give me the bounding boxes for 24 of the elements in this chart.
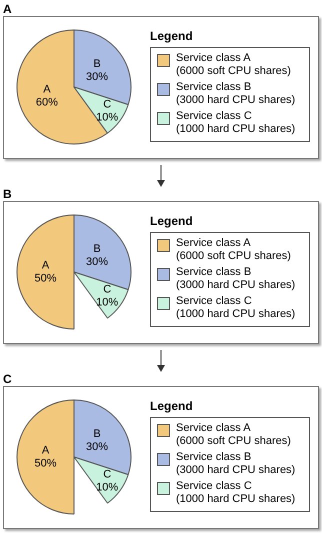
legend-label: Service class B (3000 hard CPU shares): [176, 266, 296, 292]
data-label: C 10%: [96, 98, 118, 124]
data-label: B 30%: [86, 58, 108, 83]
chart-title: B: [3, 187, 13, 201]
legend-title: Legend: [150, 399, 194, 413]
chart-title: C: [3, 372, 13, 386]
legend-title: Legend: [150, 214, 194, 228]
data-label: B 30%: [86, 428, 108, 453]
legend-label: Service class C (1000 hard CPU shares): [176, 110, 296, 136]
legend-label: Service class B (3000 hard CPU shares): [176, 451, 296, 477]
legend-title: Legend: [150, 29, 194, 43]
data-label: B 30%: [86, 242, 108, 268]
legend-label: Service class C (1000 hard CPU shares): [176, 480, 296, 506]
legend-label: Service class A (6000 soft CPU shares): [176, 52, 291, 78]
data-label: C 10%: [96, 284, 118, 309]
data-label: C 10%: [96, 468, 118, 494]
legend-label: Service class C (1000 hard CPU shares): [176, 295, 296, 321]
data-label: A 60%: [36, 83, 58, 108]
data-label: A 50%: [34, 444, 57, 470]
legend-label: Service class A (6000 soft CPU shares): [176, 237, 291, 263]
chart-title: A: [3, 2, 13, 16]
data-label: A 50%: [34, 260, 57, 285]
legend-label: Service class A (6000 soft CPU shares): [176, 422, 291, 448]
legend-label: Service class B (3000 hard CPU shares): [176, 81, 296, 107]
